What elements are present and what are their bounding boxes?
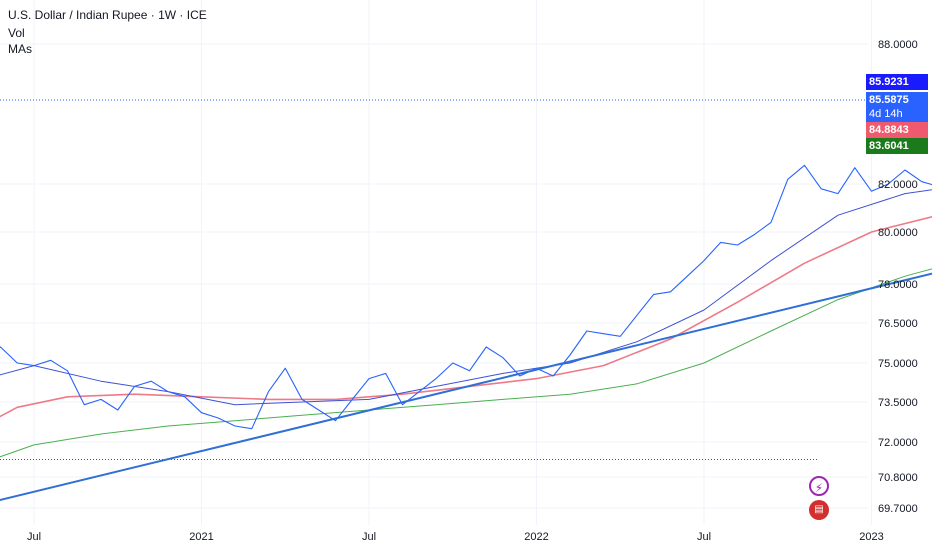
price-tag-ma-slow: 83.6041 xyxy=(866,138,928,154)
price-line xyxy=(0,164,932,430)
ma-slow-line xyxy=(0,268,932,458)
trendline xyxy=(0,272,932,502)
y-tick-label: 88.0000 xyxy=(878,39,918,51)
ma-fast-line xyxy=(0,189,932,406)
y-tick-label: 73.5000 xyxy=(878,397,918,409)
y-axis[interactable]: 88.0000 82.0000 80.0000 78.0000 76.5000 75.00… xyxy=(878,39,918,515)
y-tick-label: 69.7000 xyxy=(878,503,918,515)
y-tick-label: 70.8000 xyxy=(878,472,918,484)
y-tick-label: 82.0000 xyxy=(878,179,918,191)
x-tick-label: Jul xyxy=(27,531,41,543)
price-tag-trendline: 85.9231 xyxy=(866,74,928,90)
price-tag-trendline-value: 85.9231 xyxy=(869,76,909,88)
y-tick-label: 72.0000 xyxy=(878,437,918,449)
indicator-mas[interactable]: MAs xyxy=(8,42,32,56)
ma-mid-line xyxy=(0,216,932,418)
grid xyxy=(0,0,872,525)
price-tag-last-value: 85.5875 xyxy=(869,94,909,106)
x-tick-label: 2023 xyxy=(859,531,883,543)
x-tick-label: Jul xyxy=(362,531,376,543)
price-tag-last: 85.5875 4d 14h xyxy=(866,92,928,122)
x-tick-label: Jul xyxy=(697,531,711,543)
x-axis[interactable]: Jul2021Jul2022Jul2023Jul2024Jul2025Jul xyxy=(27,531,932,543)
y-tick-label: 75.0000 xyxy=(878,358,918,370)
series-layer xyxy=(0,99,932,502)
y-tick-label: 80.0000 xyxy=(878,227,918,239)
y-tick-label: 76.5000 xyxy=(878,318,918,330)
price-tag-ma-mid-value: 84.8843 xyxy=(869,124,909,136)
price-tag-ma-slow-value: 83.6041 xyxy=(869,140,909,152)
x-tick-label: 2021 xyxy=(189,531,213,543)
lightning-icon[interactable]: ⚡ xyxy=(809,476,829,496)
price-tag-countdown: 4d 14h xyxy=(869,108,903,120)
x-tick-label: 2022 xyxy=(524,531,548,543)
us-flag-icon[interactable]: ▤ xyxy=(809,500,829,520)
y-tick-label: 78.0000 xyxy=(878,279,918,291)
price-tag-ma-mid: 84.8843 xyxy=(866,122,928,138)
indicator-vol[interactable]: Vol xyxy=(8,26,25,40)
chart-title: U.S. Dollar / Indian Rupee · 1W · ICE xyxy=(8,8,207,22)
